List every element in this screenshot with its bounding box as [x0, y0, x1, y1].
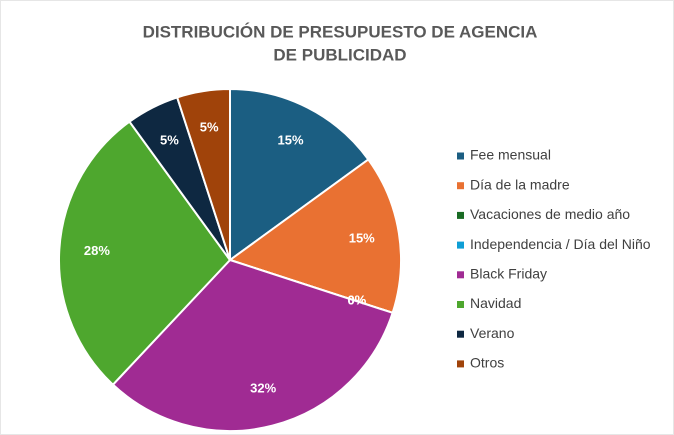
legend-swatch: [457, 152, 464, 160]
data-label: 15%: [278, 133, 304, 148]
pie-slice: [229, 87, 370, 262]
legend-swatch: [457, 182, 464, 190]
data-label: 5%: [200, 120, 219, 135]
legend-swatch: [457, 330, 464, 338]
data-label: 28%: [84, 243, 110, 258]
legend-swatch: [457, 301, 464, 308]
legend-label: Black Friday: [470, 266, 547, 282]
chart-title: DE PUBLICIDAD: [273, 45, 406, 64]
legend-label: Otros: [470, 355, 504, 371]
legend-label: Fee mensual: [470, 147, 551, 163]
legend-label: Navidad: [470, 295, 521, 311]
legend-label: Día de la madre: [470, 176, 570, 192]
legend-label: Vacaciones de medio año: [470, 206, 630, 222]
chart-title: DISTRIBUCIÓN DE PRESUPUESTO DE AGENCIA: [143, 22, 538, 41]
pie-slice: [175, 87, 231, 261]
pie-slice: [58, 120, 232, 387]
legend-label: Independencia / Día del Niño: [470, 236, 651, 252]
data-label: 32%: [250, 381, 276, 396]
legend-swatch: [457, 360, 464, 368]
legend-swatch: [457, 271, 464, 279]
data-label: 15%: [349, 231, 375, 246]
legend-swatch: [457, 241, 464, 249]
pie-slice: [111, 258, 394, 433]
data-label: 0%: [347, 293, 366, 308]
pie-slice: [227, 158, 402, 315]
legend-label: Verano: [470, 325, 515, 341]
data-label: 5%: [160, 133, 179, 148]
legend-swatch: [457, 211, 464, 219]
data-label: 0%: [347, 293, 366, 308]
